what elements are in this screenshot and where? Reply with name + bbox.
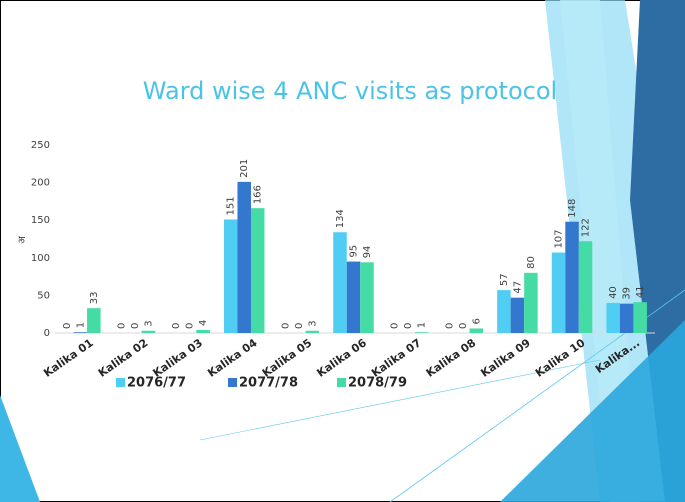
value-label: 3	[307, 320, 318, 326]
bar	[524, 272, 538, 333]
y-tick-label: 50	[37, 290, 50, 301]
legend-swatch	[337, 378, 346, 387]
bar	[565, 221, 579, 333]
bar	[619, 303, 634, 333]
value-label: 95	[349, 245, 360, 258]
legend-label: 2077/78	[239, 376, 298, 391]
value-label: 201	[239, 159, 250, 178]
bar	[578, 241, 593, 333]
bar	[250, 208, 265, 333]
bar	[305, 330, 320, 333]
bar	[469, 328, 484, 333]
bar	[223, 219, 238, 333]
value-label: 0	[171, 323, 182, 329]
legend-swatch	[116, 378, 125, 387]
bar	[87, 308, 101, 333]
y-tick-label: 250	[31, 140, 50, 151]
decor	[199, 359, 601, 441]
bar	[497, 290, 511, 333]
value-label: 0	[185, 323, 196, 329]
value-label: 151	[226, 196, 237, 215]
value-label: 3	[143, 320, 154, 326]
bar	[414, 332, 429, 333]
value-label: 0	[444, 323, 455, 329]
value-label: 1	[75, 322, 86, 328]
legend-label: 2078/79	[348, 376, 407, 391]
value-label: 0	[116, 323, 127, 329]
bar	[73, 332, 88, 333]
bar	[510, 297, 525, 333]
y-tick-label: 200	[31, 178, 50, 189]
value-label: 107	[554, 229, 565, 248]
y-tick-label: 100	[31, 253, 50, 264]
decor	[500, 320, 685, 502]
value-label: 148	[567, 199, 578, 218]
legend-label: 2076/77	[127, 376, 186, 391]
value-label: 122	[581, 218, 592, 237]
bar	[333, 232, 347, 333]
value-label: 47	[512, 281, 523, 294]
decor	[0, 395, 40, 502]
bar	[551, 252, 566, 333]
value-label: 4	[198, 320, 209, 326]
value-label: 134	[335, 209, 346, 228]
bar	[346, 261, 361, 333]
bar	[141, 330, 156, 333]
bar	[360, 262, 374, 333]
bar	[237, 181, 251, 333]
value-label: 0	[62, 323, 73, 329]
decor	[560, 0, 640, 502]
value-label: 80	[526, 256, 537, 269]
bar	[196, 329, 210, 333]
value-label: 0	[280, 323, 291, 329]
value-label: 0	[458, 323, 469, 329]
value-label: 166	[253, 185, 264, 204]
y-tick-label: 0	[44, 328, 50, 339]
value-label: 6	[471, 318, 482, 324]
chart-title: Ward wise 4 ANC visits as protocol	[143, 77, 557, 105]
y-tick-label: 150	[31, 215, 50, 226]
value-label: 57	[499, 273, 510, 286]
value-label: 41	[635, 285, 646, 298]
value-label: 0	[130, 323, 141, 329]
y-axis-label: अ	[17, 236, 28, 244]
bar	[606, 302, 620, 333]
value-label: 39	[622, 287, 633, 300]
value-label: 40	[608, 286, 619, 299]
legend-swatch	[228, 378, 237, 387]
bar	[633, 302, 647, 333]
value-label: 0	[294, 323, 305, 329]
value-label: 33	[89, 291, 100, 304]
value-label: 94	[362, 246, 373, 259]
value-label: 1	[417, 322, 428, 328]
value-label: 0	[403, 323, 414, 329]
value-label: 0	[390, 323, 401, 329]
